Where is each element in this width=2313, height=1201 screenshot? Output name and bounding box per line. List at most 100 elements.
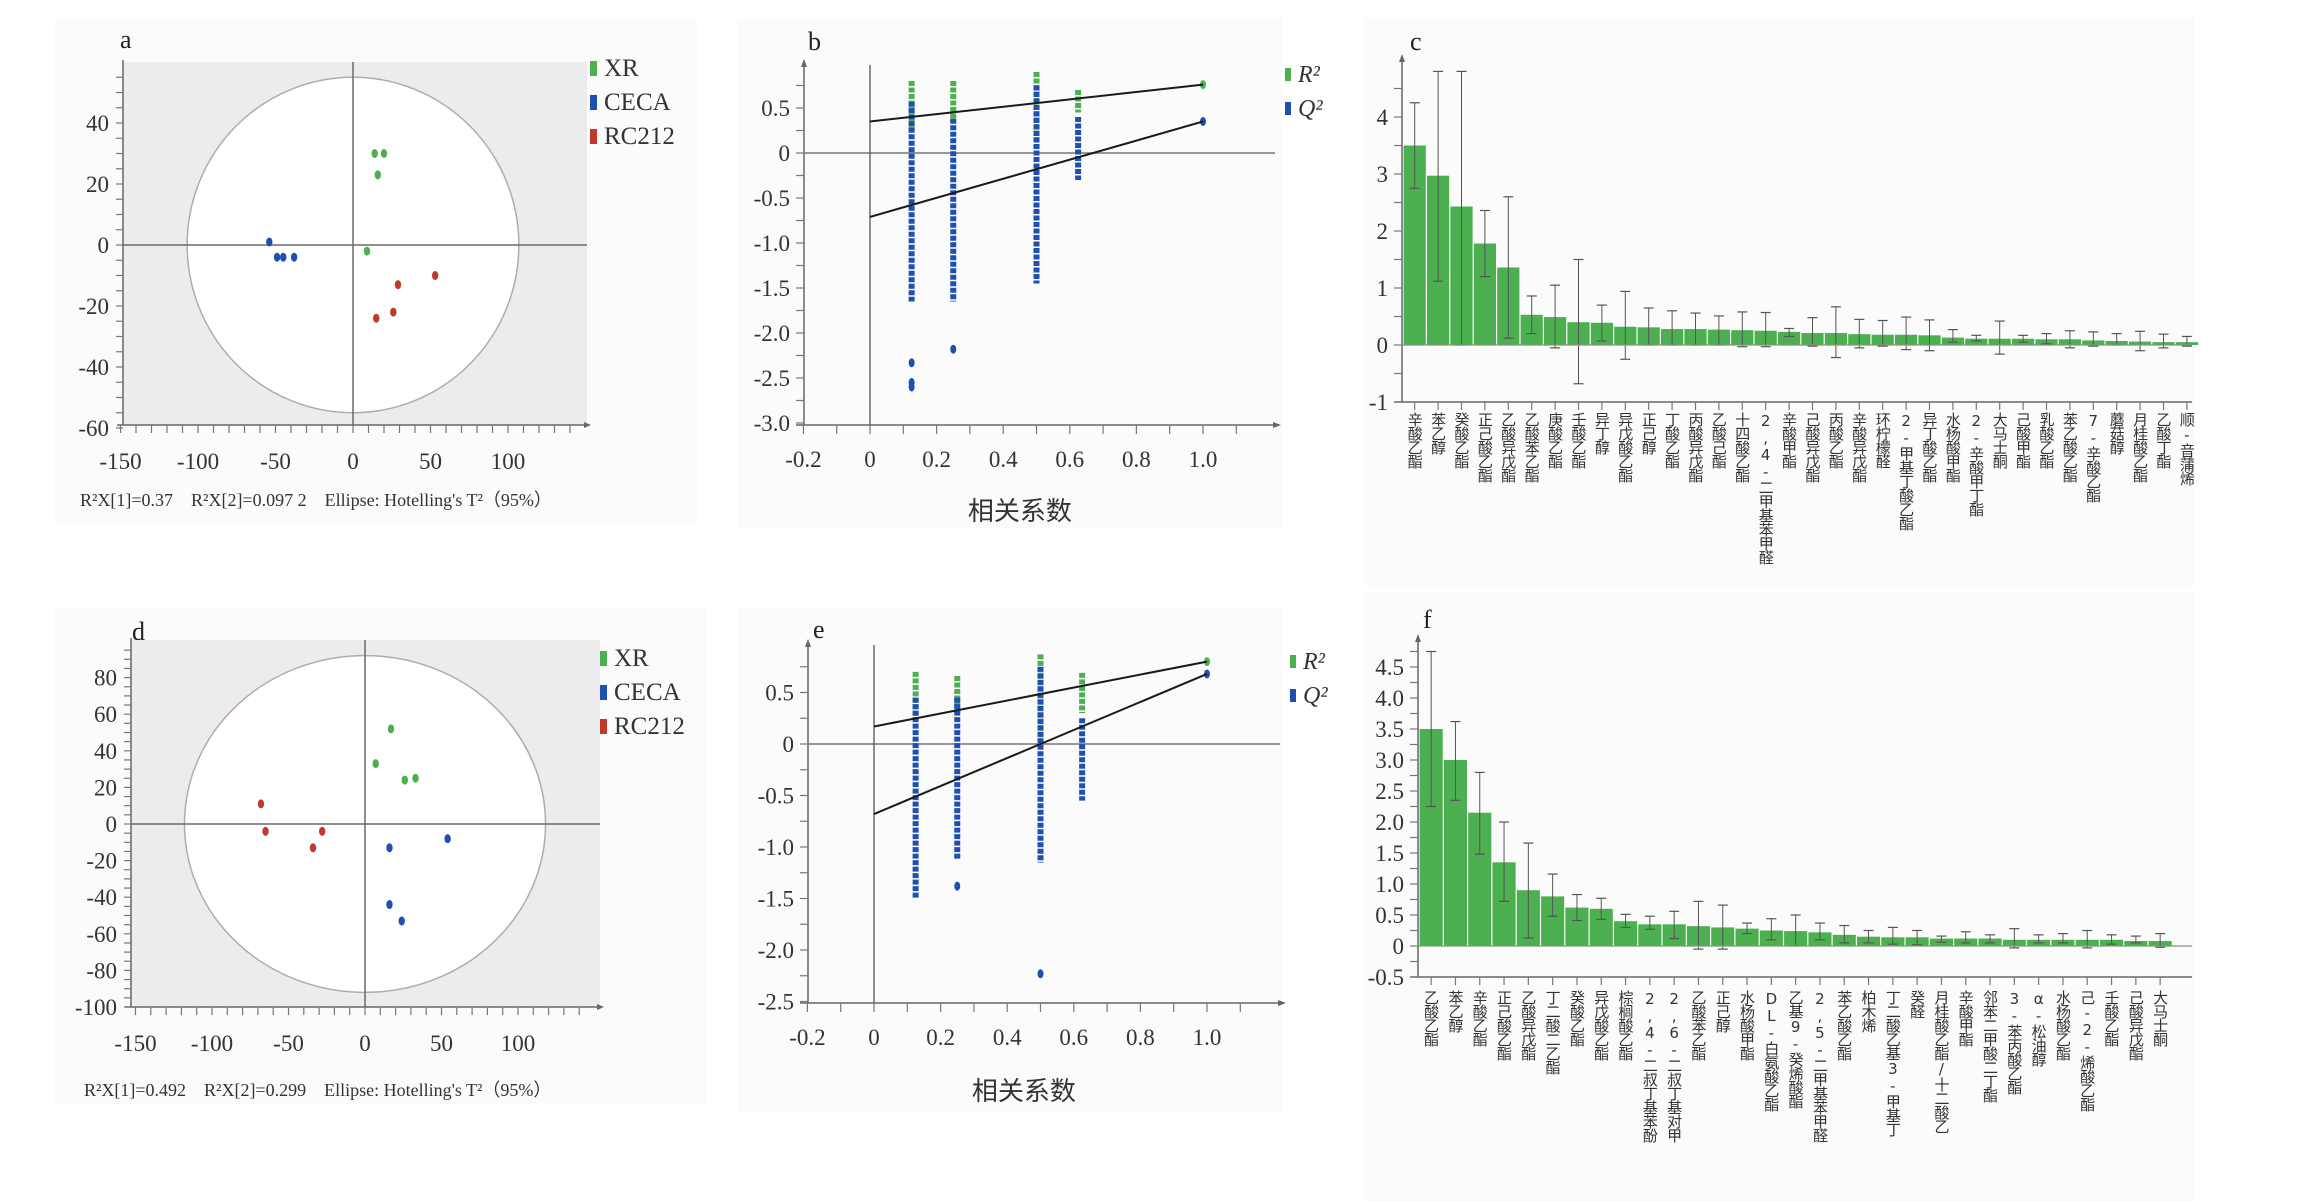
y-tick-label: -2.0 <box>758 938 794 963</box>
category-label: 正己酸乙酯 <box>1495 990 1513 1061</box>
category-label: 壬酸乙酯 <box>2103 990 2121 1047</box>
data-point-ceca <box>266 237 273 247</box>
x-tick-label: 1.0 <box>1189 447 1218 472</box>
category-label: α-松油醇 <box>2030 990 2048 1067</box>
category-label: 苯乙醇 <box>1429 412 1447 455</box>
category-label: 乳酸乙酯 <box>2038 412 2056 469</box>
category-label: 乙酸异戊酯 <box>1499 412 1517 483</box>
category-label: 乙酸苯乙酯 <box>1523 412 1541 483</box>
bar <box>1419 729 1443 946</box>
footer-caption: R²X[1]=0.492 R²X[2]=0.299 Ellipse: Hotelli… <box>84 1080 551 1100</box>
ellipse-label: Ellipse: Hotelling's T²（95%） <box>324 1080 551 1100</box>
permutation-plot-e: e 0.5 0 -0.5 -1.0 -1.5 -2.0 -2.5 -0.2 0 0.2 0.4 0.6 0… <box>758 615 1329 1107</box>
y-tick-label: 80 <box>94 666 117 691</box>
x-tick-label: 0.6 <box>1059 1025 1088 1050</box>
bar <box>1492 862 1516 946</box>
bar <box>1778 331 1801 345</box>
y-tick-label: -0.5 <box>758 784 794 809</box>
y-tick-label: 0 <box>783 732 795 757</box>
category-label: 水杨酸甲酯 <box>1738 990 1756 1061</box>
y-tick-label: 1 <box>1377 276 1389 301</box>
y-tick-label: 20 <box>86 172 109 197</box>
category-label: 3-苯丙酸乙酯 <box>2005 990 2023 1095</box>
data-point-ceca <box>386 843 393 853</box>
y-tick-label: -0.5 <box>754 186 790 211</box>
category-label: 柏木烯 <box>1860 990 1878 1033</box>
legend-swatch-ceca <box>590 95 597 110</box>
bar <box>1403 145 1426 345</box>
legend-label: Q² <box>1303 683 1328 709</box>
panel-b <box>737 18 1282 529</box>
category-label: 蘑菇醇 <box>2108 412 2126 455</box>
legend-label: CECA <box>604 89 671 116</box>
category-label: 乙酸乙酯 <box>1422 990 1440 1047</box>
data-point-ceca <box>444 834 451 844</box>
category-label: 庚酸乙酯 <box>1546 412 1564 469</box>
category-label: 丙酸异戊酯 <box>1687 412 1705 483</box>
category-label: 丙酸乙酯 <box>1827 412 1845 469</box>
bar <box>1443 760 1467 946</box>
data-point-rc212 <box>394 280 402 290</box>
category-label: 癸酸乙酯 <box>1453 412 1471 469</box>
y-tick-label: 0 <box>98 233 110 258</box>
y-tick-label: 60 <box>94 702 117 727</box>
r2x2-label: R²X[2]=0.299 <box>204 1080 306 1100</box>
data-point-xr <box>363 246 371 256</box>
x-tick-label: 100 <box>491 449 526 474</box>
bar <box>1965 338 1988 345</box>
y-tick-label: 4.5 <box>1375 655 1404 680</box>
data-point-q2 <box>950 344 957 354</box>
y-tick-label: -1.0 <box>758 835 794 860</box>
category-label: 壬酸乙酯 <box>1570 412 1588 469</box>
data-point-rc212 <box>309 843 317 853</box>
data-point-xr <box>374 170 381 180</box>
y-tick-label: -100 <box>75 995 117 1020</box>
data-point-rc212 <box>431 271 439 280</box>
y-tick-label: -60 <box>78 416 109 441</box>
category-label: 顺-音蒲烯 <box>2178 412 2196 486</box>
x-tick-label: 0 <box>359 1031 371 1056</box>
regression-line-r2 <box>869 83 1204 123</box>
r2x2-label: R²X[2]=0.097 2 <box>191 490 307 510</box>
category-label: 邻苯二甲酸二丁酯 <box>1981 990 1999 1103</box>
permutation-plot-b: b 0.5 0 -0.5 -1.0 -1.5 -2.0 -2.5 -3.0 -0.2 0 0.2 0.4… <box>754 27 1324 527</box>
x-axis-arrow <box>1273 422 1281 428</box>
legend-label: Q² <box>1298 96 1323 122</box>
category-label: 辛酸甲酯 <box>1957 990 1975 1047</box>
x-tick-label: 50 <box>430 1031 453 1056</box>
category-label: 丁二酸二乙酯 <box>1544 990 1562 1075</box>
x-tick-label: 0 <box>864 447 876 472</box>
x-axis-arrow <box>597 1004 604 1010</box>
category-label: 苯乙醇 <box>1446 990 1464 1033</box>
data-point-rc212 <box>390 307 397 317</box>
category-label: 己酸异戊酯 <box>2127 990 2145 1061</box>
panel-label-c: c <box>1410 27 1422 56</box>
category-label: 异戊酸乙酯 <box>1616 412 1634 483</box>
x-axis-title: 相关系数 <box>972 1077 1076 1107</box>
legend-swatch-xr <box>600 651 607 666</box>
category-label: 乙酸苯乙酯 <box>1689 990 1707 1061</box>
category-label: 大马士酮 <box>1991 412 2009 470</box>
y-tick-label: 0 <box>1377 333 1389 358</box>
panel-label-a: a <box>120 25 132 54</box>
legend-label: R² <box>1297 62 1321 88</box>
x-tick-label: 0 <box>347 449 359 474</box>
category-label: 正己醇 <box>1714 990 1732 1033</box>
regression-line-q2 <box>869 120 1204 218</box>
legend-label: RC212 <box>614 713 685 740</box>
category-label: 辛酸乙酯 <box>1406 412 1424 469</box>
r2x1-label: R²X[1]=0.492 <box>84 1080 186 1100</box>
category-label: 异戊酸乙酯 <box>1592 990 1610 1061</box>
legend-swatch-xr <box>590 61 597 76</box>
bar <box>1589 908 1613 946</box>
data-point-rc212 <box>257 799 265 809</box>
category-label: 月桂酸乙酯/十二酸乙 <box>1932 990 1950 1134</box>
y-tick-label: -0.5 <box>1368 965 1404 990</box>
category-label: DL-白氨酸乙酯 <box>1762 990 1780 1112</box>
data-point-xr <box>372 759 379 769</box>
data-point-xr <box>412 773 419 783</box>
category-label: 月桂酸乙酯 <box>2131 412 2149 483</box>
y-tick-label: 40 <box>94 739 117 764</box>
data-point-q2 <box>1037 969 1044 979</box>
y-tick-label: 2.5 <box>1375 779 1404 804</box>
